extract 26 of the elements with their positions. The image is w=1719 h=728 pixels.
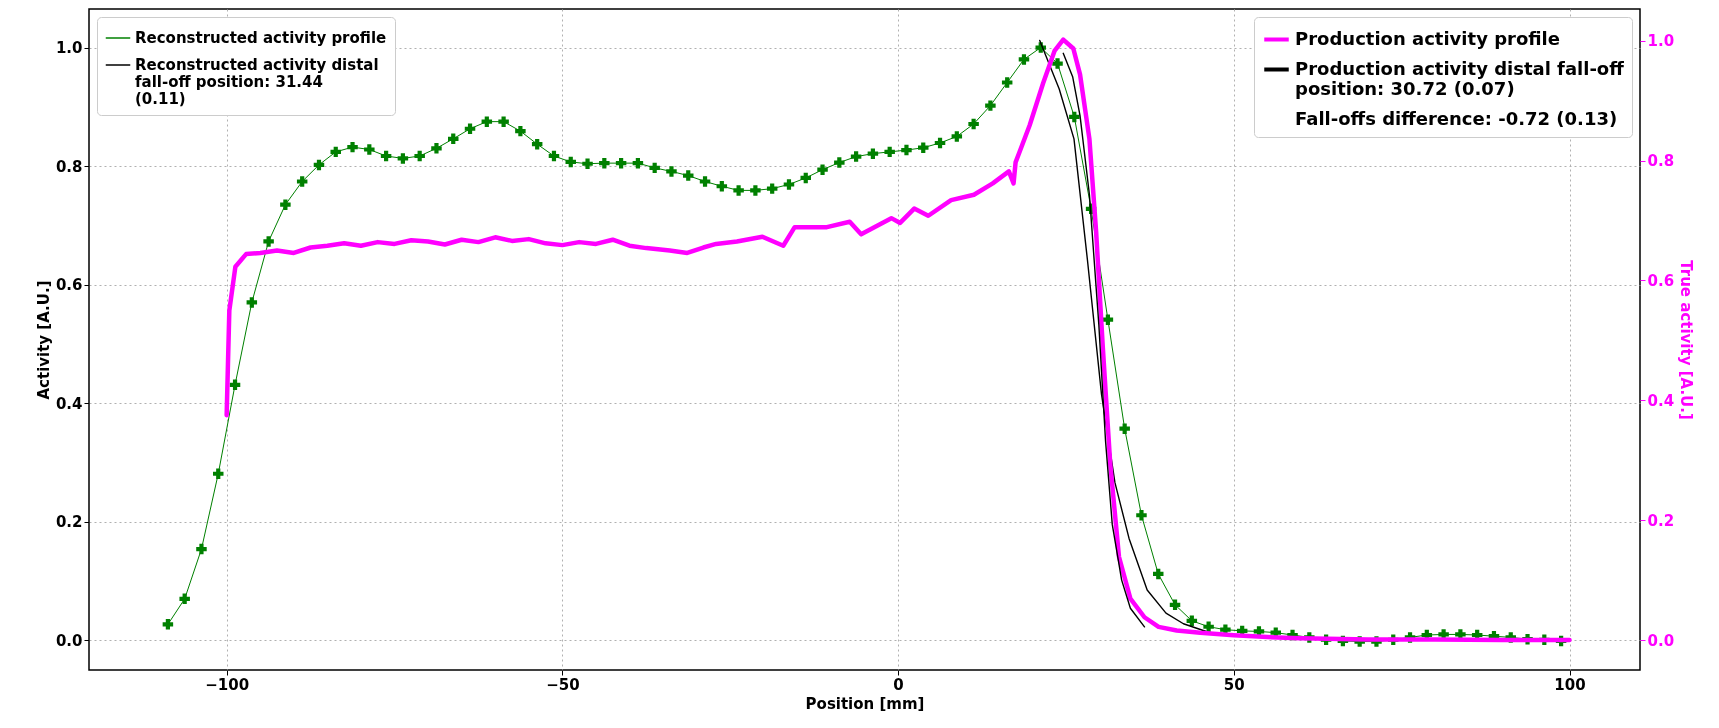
y-axis-title: Activity [A.U.]: [34, 280, 53, 400]
y2-tick-label: 0.4: [1647, 391, 1675, 410]
x-tick-label: 0: [893, 675, 904, 694]
y2-tick-label: 0.2: [1647, 511, 1675, 530]
x-tick-label: −50: [546, 675, 580, 694]
legend-label: Production activity distal fall-off position: 30.72 (0.07): [1295, 57, 1625, 99]
y-tick-label: 0.2: [55, 513, 83, 532]
y2-tick-label: 0.6: [1647, 271, 1675, 290]
y-tick-label: 0.6: [55, 276, 83, 295]
y-tick-label: 1.0: [55, 39, 83, 58]
y-tick-label: 0.0: [55, 631, 83, 650]
y2-axis-title: True activity [A.U.]: [1677, 260, 1696, 420]
annotation: Fall-offs difference: -0.72 (0.13): [1295, 107, 1618, 129]
x-tick-label: 50: [1223, 675, 1245, 694]
y-tick-label: 0.4: [55, 394, 83, 413]
x-axis-title: Position [mm]: [805, 694, 925, 713]
y-tick-label: 0.8: [55, 157, 83, 176]
x-tick-label: 100: [1554, 675, 1586, 694]
legend-label: Reconstructed activity profile: [135, 29, 387, 47]
y2-tick-label: 0.8: [1647, 152, 1675, 171]
x-tick-label: −100: [205, 675, 250, 694]
line-series: [1062, 52, 1146, 628]
y2-tick-label: 1.0: [1647, 32, 1675, 51]
y2-tick-label: 0.0: [1647, 631, 1675, 650]
legend-label: Production activity profile: [1295, 27, 1560, 49]
legend-label: Reconstructed activity distal fall-off position: 31.44 (0.11): [135, 56, 379, 108]
